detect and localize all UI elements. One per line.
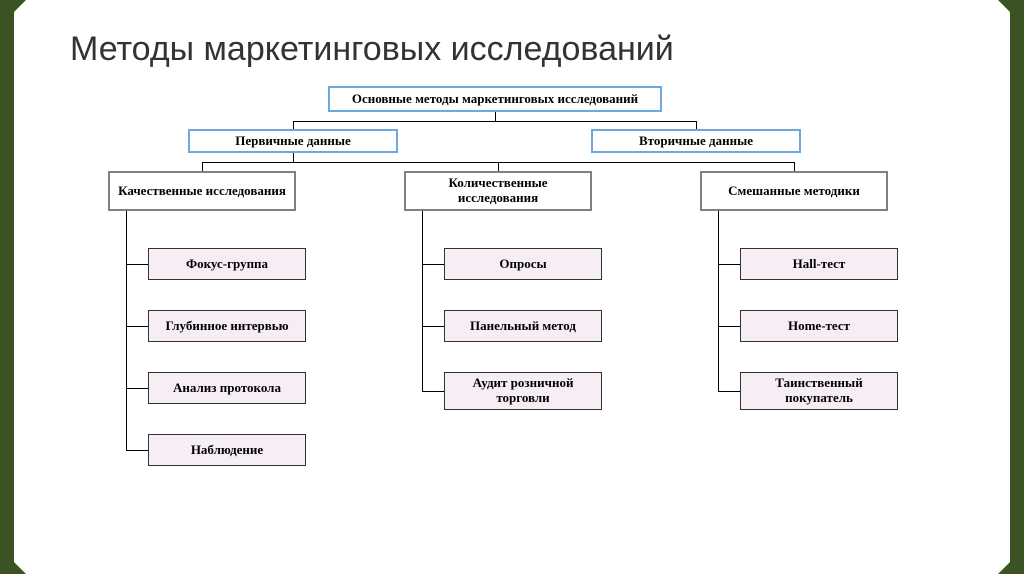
node-label: Фокус-группа	[186, 257, 268, 272]
node-prim: Первичные данные	[188, 129, 398, 153]
node-label: Hall-тест	[793, 257, 846, 272]
connector	[696, 121, 697, 129]
node-label: Анализ протокола	[173, 381, 281, 396]
node-sec: Вторичные данные	[591, 129, 801, 153]
node-label: Наблюдение	[191, 443, 263, 458]
connector	[718, 391, 740, 392]
node-label: Количественные исследования	[412, 176, 584, 206]
slide-title: Методы маркетинговых исследований	[70, 30, 674, 69]
frame-corner-tr	[998, 0, 1024, 26]
connector	[498, 162, 499, 171]
node-label: Опросы	[499, 257, 546, 272]
frame-corner-tl	[0, 0, 26, 26]
connector	[293, 121, 696, 122]
node-n2: Панельный метод	[444, 310, 602, 342]
node-quant: Количественные исследования	[404, 171, 592, 211]
node-label: Качественные исследования	[118, 184, 286, 199]
frame-edge-right	[1010, 0, 1024, 574]
node-m2: Home-тест	[740, 310, 898, 342]
node-qual: Качественные исследования	[108, 171, 296, 211]
node-label: Home-тест	[788, 319, 850, 334]
node-q3: Анализ протокола	[148, 372, 306, 404]
node-m3: Таинственный покупатель	[740, 372, 898, 410]
connector	[202, 162, 203, 171]
connector	[422, 264, 444, 265]
node-label: Основные методы маркетинговых исследован…	[352, 92, 638, 107]
node-n1: Опросы	[444, 248, 602, 280]
connector	[718, 326, 740, 327]
connector	[293, 121, 294, 129]
connector	[126, 211, 127, 450]
frame-corner-bl	[0, 548, 26, 574]
node-q4: Наблюдение	[148, 434, 306, 466]
frame-edge-left	[0, 0, 14, 574]
node-q2: Глубинное интервью	[148, 310, 306, 342]
node-label: Первичные данные	[235, 134, 351, 149]
connector	[422, 391, 444, 392]
node-label: Вторичные данные	[639, 134, 753, 149]
node-m1: Hall-тест	[740, 248, 898, 280]
node-label: Панельный метод	[470, 319, 576, 334]
connector	[718, 211, 719, 391]
connector	[422, 211, 423, 391]
frame-corner-br	[998, 548, 1024, 574]
connector	[126, 326, 148, 327]
node-label: Аудит розничной торговли	[451, 376, 595, 406]
node-label: Таинственный покупатель	[747, 376, 891, 406]
node-mixed: Смешанные методики	[700, 171, 888, 211]
node-label: Смешанные методики	[728, 184, 860, 199]
connector	[422, 326, 444, 327]
connector	[126, 264, 148, 265]
connector	[126, 450, 148, 451]
node-root: Основные методы маркетинговых исследован…	[328, 86, 662, 112]
node-label: Глубинное интервью	[165, 319, 288, 334]
connector	[718, 264, 740, 265]
node-q1: Фокус-группа	[148, 248, 306, 280]
connector	[794, 162, 795, 171]
node-n3: Аудит розничной торговли	[444, 372, 602, 410]
connector	[126, 388, 148, 389]
